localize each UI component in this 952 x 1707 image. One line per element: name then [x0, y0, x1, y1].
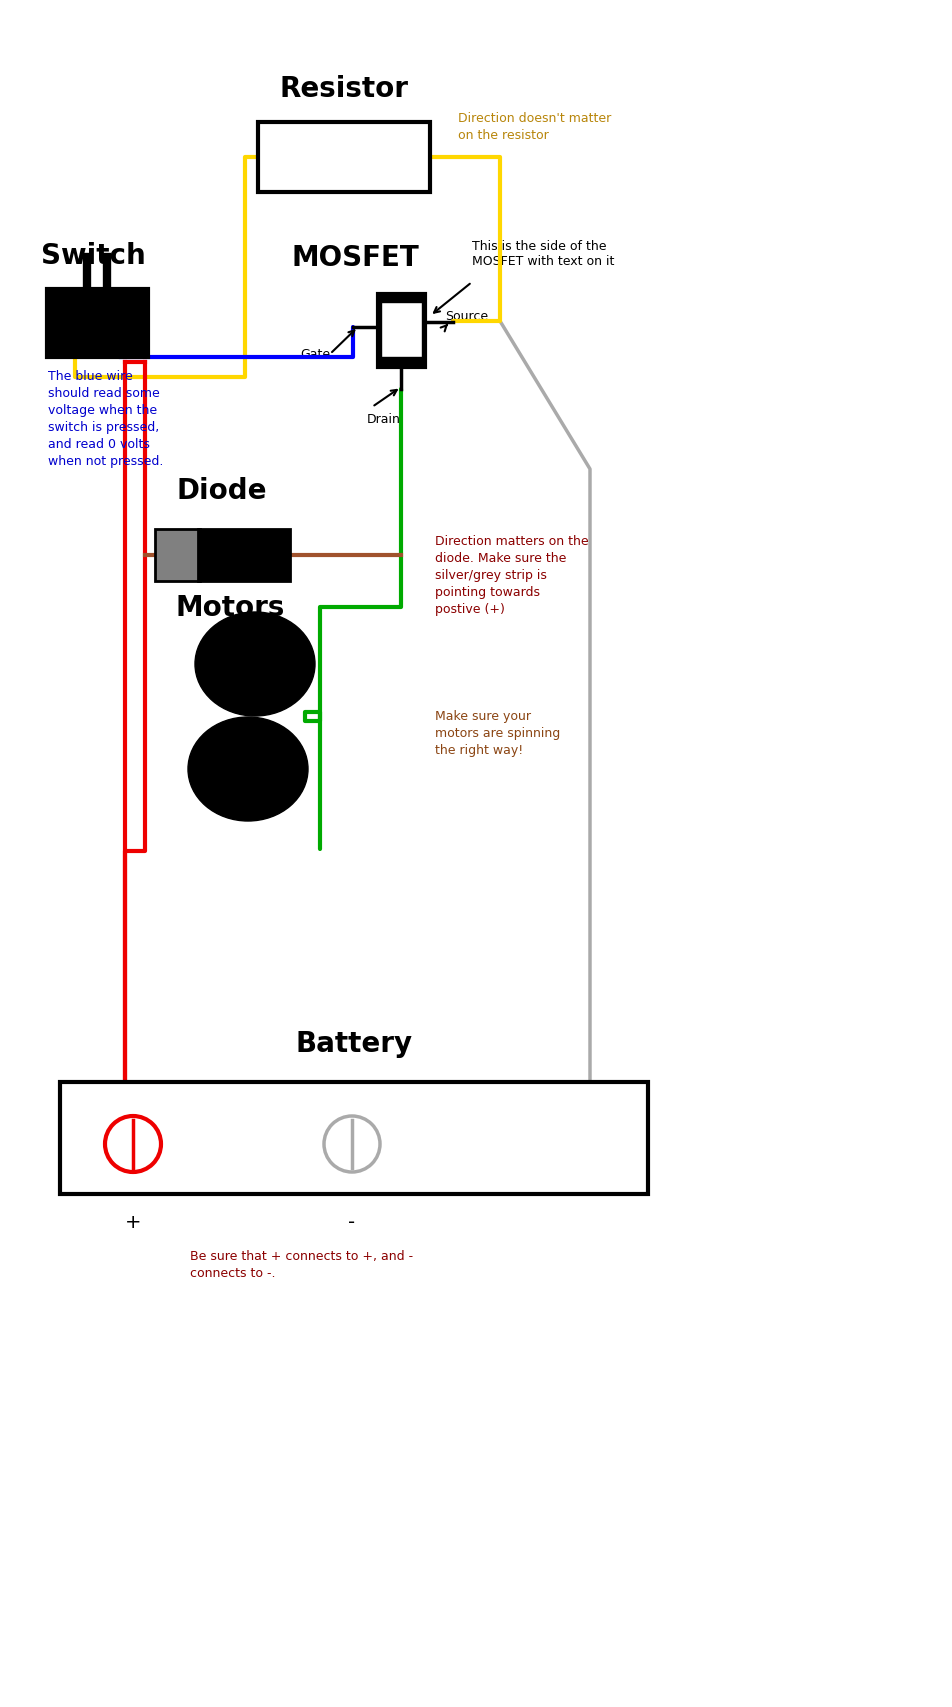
Circle shape: [105, 1116, 161, 1173]
Text: Switch: Switch: [41, 242, 146, 270]
Bar: [47, 290, 148, 358]
Ellipse shape: [195, 613, 315, 717]
Text: Make sure your
motors are spinning
the right way!: Make sure your motors are spinning the r…: [435, 710, 560, 756]
Text: This is the side of the
MOSFET with text on it: This is the side of the MOSFET with text…: [472, 241, 614, 268]
Bar: [258, 123, 430, 193]
Text: Direction doesn't matter
on the resistor: Direction doesn't matter on the resistor: [458, 113, 611, 142]
Text: Resistor: Resistor: [280, 75, 408, 102]
Text: Gate: Gate: [300, 348, 330, 362]
Bar: [198, 529, 290, 582]
Text: -: -: [348, 1212, 355, 1231]
Text: Direction matters on the
diode. Make sure the
silver/grey strip is
pointing towa: Direction matters on the diode. Make sur…: [435, 534, 588, 616]
Bar: [381, 302, 422, 358]
Text: Source: Source: [445, 309, 488, 323]
Text: Be sure that + connects to +, and -
connects to -.: Be sure that + connects to +, and - conn…: [190, 1250, 413, 1279]
Text: Diode: Diode: [177, 476, 268, 505]
Ellipse shape: [188, 717, 308, 821]
Circle shape: [324, 1116, 380, 1173]
Bar: [378, 295, 425, 367]
Text: Motors: Motors: [175, 594, 285, 621]
Text: Drain: Drain: [367, 413, 401, 425]
Text: MOSFET: MOSFET: [291, 244, 419, 271]
Text: Battery: Battery: [295, 1029, 412, 1057]
Text: The blue wire
should read some
voltage when the
switch is pressed,
and read 0 vo: The blue wire should read some voltage w…: [48, 370, 164, 468]
Text: +: +: [125, 1212, 141, 1231]
Bar: [155, 529, 200, 582]
Bar: [60, 1082, 648, 1195]
